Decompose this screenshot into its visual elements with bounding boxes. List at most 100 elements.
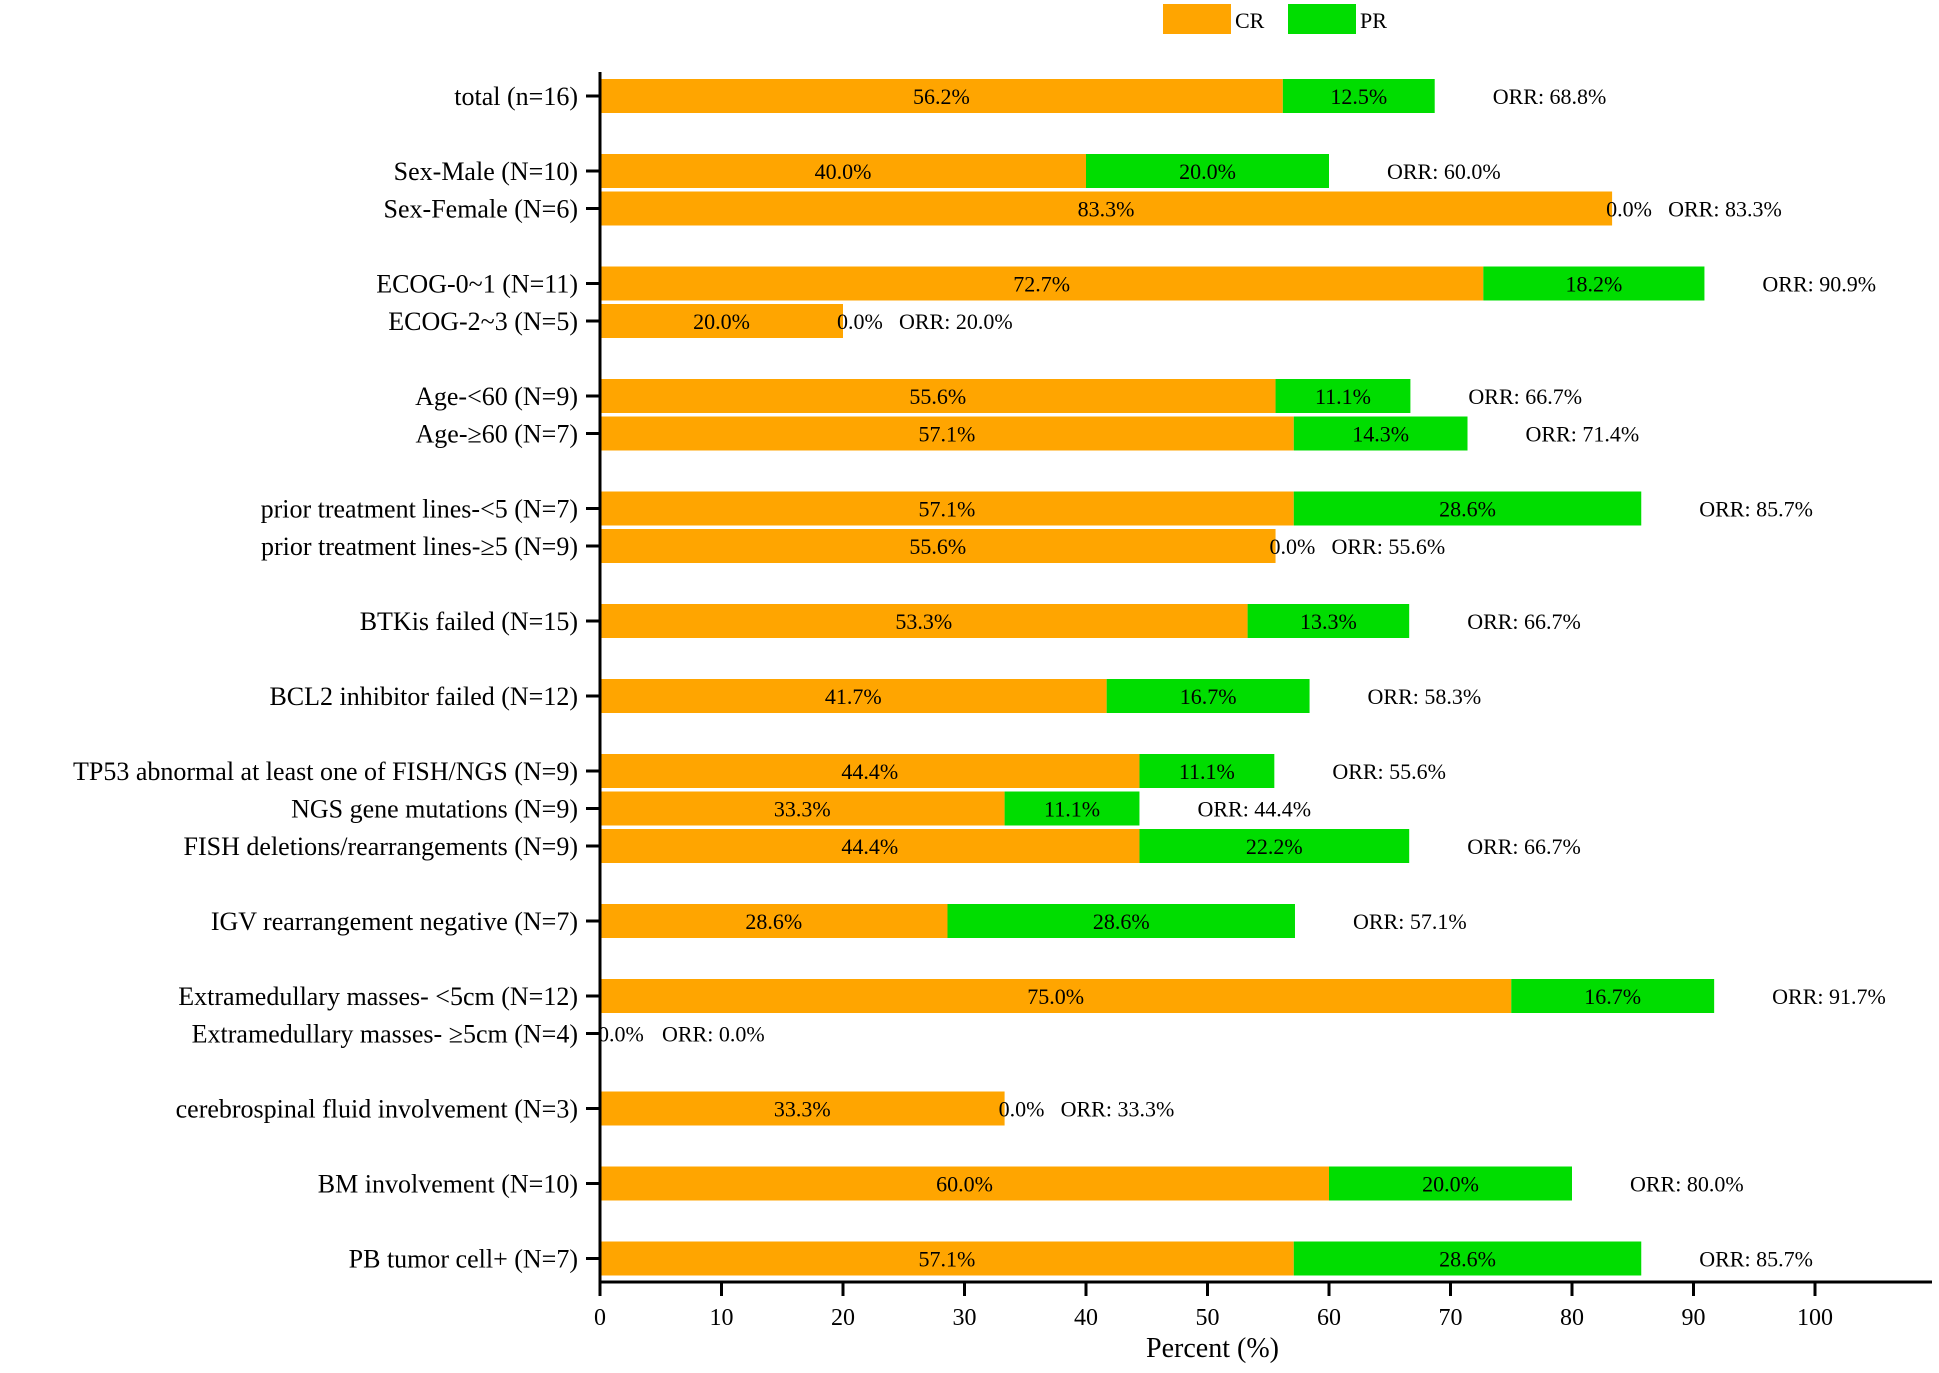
orr-label: ORR: 66.7% [1467, 609, 1581, 634]
pr-value-label: 0.0% [999, 1097, 1045, 1122]
orr-label: ORR: 57.1% [1353, 909, 1467, 934]
category-label: PB tumor cell+ (N=7) [349, 1245, 578, 1274]
category-label: TP53 abnormal at least one of FISH/NGS (… [73, 757, 578, 786]
cr-value-label: 72.7% [1013, 272, 1070, 297]
category-label: prior treatment lines-<5 (N=7) [261, 495, 578, 524]
legend-label-cr: CR [1235, 8, 1265, 33]
category-label: Extramedullary masses- ≥5cm (N=4) [192, 1020, 578, 1049]
orr-label: ORR: 33.3% [1061, 1097, 1175, 1122]
orr-label: ORR: 55.6% [1332, 534, 1446, 559]
cr-value-label: 75.0% [1027, 984, 1084, 1009]
pr-value-label: 12.5% [1330, 84, 1387, 109]
category-label: BM involvement (N=10) [318, 1170, 578, 1199]
bar-cr [600, 829, 1140, 863]
orr-label: ORR: 71.4% [1526, 422, 1640, 447]
bar-pr [1483, 266, 1705, 301]
orr-label: ORR: 55.6% [1332, 759, 1446, 784]
category-label: IGV rearrangement negative (N=7) [211, 907, 578, 936]
bar-cr [600, 416, 1294, 451]
category-label: prior treatment lines-≥5 (N=9) [261, 532, 578, 561]
pr-value-label: 22.2% [1246, 834, 1303, 859]
bar-pr [1282, 79, 1435, 113]
orr-label: ORR: 44.4% [1197, 797, 1311, 822]
cr-value-label: 60.0% [936, 1172, 993, 1197]
axes: 0 10 20 30 40 50 60 70 80 90 100 [586, 72, 1932, 1331]
cr-value-label: 40.0% [815, 159, 872, 184]
cr-value-label: 57.1% [918, 497, 975, 522]
bar-pr [1139, 754, 1275, 788]
bar-cr [600, 79, 1283, 113]
bar-cr [600, 191, 1613, 226]
bar-cr [600, 1091, 1005, 1126]
cr-value-label: 55.6% [909, 384, 966, 409]
category-label: NGS gene mutations (N=9) [291, 795, 578, 824]
orr-label: ORR: 20.0% [899, 309, 1013, 334]
x-tick-label: 80 [1560, 1305, 1584, 1331]
x-tick-label: 40 [1074, 1305, 1098, 1331]
orr-label: ORR: 0.0% [662, 1022, 765, 1047]
orr-label: ORR: 85.7% [1699, 497, 1813, 522]
cr-value-label: 53.3% [895, 609, 952, 634]
category-label: Sex-Male (N=10) [394, 157, 578, 186]
cr-value-label: 28.6% [745, 909, 802, 934]
bar-cr [600, 1241, 1294, 1276]
legend: CR PR [1163, 4, 1387, 34]
legend-swatch-pr [1288, 4, 1356, 34]
bar-pr [1247, 604, 1410, 638]
category-label: BTKis failed (N=15) [360, 607, 578, 636]
category-label: BCL2 inhibitor failed (N=12) [269, 682, 578, 711]
pr-value-label: 18.2% [1565, 272, 1622, 297]
bar-pr [1275, 379, 1411, 413]
x-axis-title: Percent (%) [1146, 1333, 1279, 1364]
pr-value-label: 0.0% [1606, 197, 1652, 222]
category-label: Extramedullary masses- <5cm (N=12) [178, 982, 578, 1011]
cr-value-label: 41.7% [825, 684, 882, 709]
x-tick-label: 70 [1439, 1305, 1463, 1331]
x-tick-label: 30 [953, 1305, 977, 1331]
bar-cr [600, 491, 1294, 526]
zero-value-label: 0.0% [598, 1022, 644, 1047]
bar-pr [1106, 679, 1310, 713]
orr-label: ORR: 68.8% [1493, 84, 1607, 109]
category-label: total (n=16) [454, 82, 578, 111]
cr-value-label: 44.4% [841, 834, 898, 859]
pr-value-label: 28.6% [1439, 497, 1496, 522]
category-label: FISH deletions/rearrangements (N=9) [184, 832, 578, 861]
cr-value-label: 44.4% [841, 759, 898, 784]
orr-label: ORR: 60.0% [1387, 159, 1501, 184]
orr-label: ORR: 66.7% [1467, 834, 1581, 859]
cr-value-label: 83.3% [1078, 197, 1135, 222]
bar-pr [1511, 979, 1715, 1013]
bar-pr [1086, 154, 1329, 188]
bar-cr [600, 154, 1086, 188]
x-tick-label: 90 [1682, 1305, 1706, 1331]
pr-value-label: 28.6% [1439, 1247, 1496, 1272]
category-label: Age-<60 (N=9) [415, 382, 578, 411]
x-tick-label: 50 [1196, 1305, 1220, 1331]
legend-label-pr: PR [1360, 8, 1387, 33]
bar-cr [600, 604, 1248, 638]
category-labels: total (n=16) Sex-Male (N=10) Sex-Female (N… [73, 82, 578, 1274]
pr-value-label: 16.7% [1180, 684, 1237, 709]
cr-value-label: 55.6% [909, 534, 966, 559]
pr-value-label: 13.3% [1300, 609, 1357, 634]
bar-pr [947, 904, 1295, 938]
pr-value-label: 0.0% [837, 309, 883, 334]
bar-cr [600, 266, 1484, 301]
bar-cr [600, 1166, 1329, 1201]
bars-group: 56.2% 12.5% ORR: 68.8% 40.0% 20.0% ORR: 60.0%… [598, 79, 1886, 1276]
bar-pr [1293, 416, 1468, 451]
category-label: Age-≥60 (N=7) [416, 420, 579, 449]
category-label: ECOG-0~1 (N=11) [376, 270, 578, 299]
bar-cr [600, 379, 1276, 413]
pr-value-label: 16.7% [1584, 984, 1641, 1009]
orr-label: ORR: 83.3% [1668, 197, 1782, 222]
pr-value-label: 14.3% [1352, 422, 1409, 447]
pr-value-label: 11.1% [1315, 384, 1371, 409]
bar-cr [600, 304, 843, 338]
x-tick-label: 10 [710, 1305, 734, 1331]
orr-label: ORR: 85.7% [1699, 1247, 1813, 1272]
bar-cr [600, 979, 1512, 1013]
category-label: ECOG-2~3 (N=5) [388, 307, 578, 336]
